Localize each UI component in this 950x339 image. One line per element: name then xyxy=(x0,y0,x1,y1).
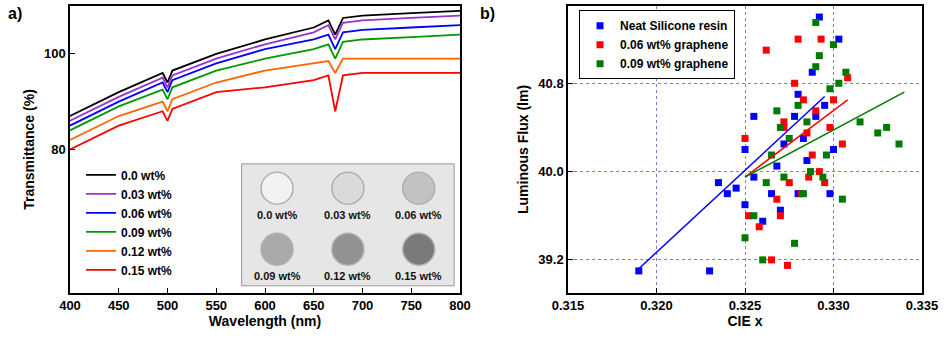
svg-text:0.12 wt%: 0.12 wt% xyxy=(324,270,371,282)
svg-text:39.2: 39.2 xyxy=(538,252,563,267)
svg-text:0.03 wt%: 0.03 wt% xyxy=(121,188,172,202)
svg-text:Transmittance (%): Transmittance (%) xyxy=(21,89,37,210)
svg-text:750: 750 xyxy=(400,298,422,313)
svg-text:0.06 wt%: 0.06 wt% xyxy=(395,209,442,221)
svg-text:40.8: 40.8 xyxy=(538,76,563,91)
svg-text:550: 550 xyxy=(205,298,227,313)
svg-text:0.0 wt%: 0.0 wt% xyxy=(257,209,298,221)
svg-text:Wavelength (nm): Wavelength (nm) xyxy=(209,313,321,329)
svg-text:400: 400 xyxy=(59,298,81,313)
svg-text:100: 100 xyxy=(44,46,66,61)
svg-text:0.320: 0.320 xyxy=(640,298,673,313)
svg-text:0.15 wt%: 0.15 wt% xyxy=(395,270,442,282)
svg-text:0.315: 0.315 xyxy=(552,298,585,313)
svg-text:0.09 wt%: 0.09 wt% xyxy=(121,226,172,240)
svg-text:0.12 wt%: 0.12 wt% xyxy=(121,245,172,259)
svg-text:800: 800 xyxy=(449,298,471,313)
svg-text:40.0: 40.0 xyxy=(538,164,563,179)
svg-text:0.335: 0.335 xyxy=(906,298,939,313)
svg-text:0.330: 0.330 xyxy=(817,298,850,313)
svg-text:80: 80 xyxy=(51,142,65,157)
svg-text:0.09 wt% graphene: 0.09 wt% graphene xyxy=(620,57,728,71)
svg-text:0.09 wt%: 0.09 wt% xyxy=(254,270,301,282)
svg-text:0.15 wt%: 0.15 wt% xyxy=(121,264,172,278)
svg-text:Luminous Flux (lm): Luminous Flux (lm) xyxy=(515,85,531,214)
svg-text:0.06 wt%: 0.06 wt% xyxy=(121,207,172,221)
svg-text:CIE x: CIE x xyxy=(727,313,762,329)
svg-text:0.06 wt% graphene: 0.06 wt% graphene xyxy=(620,38,728,52)
svg-text:a): a) xyxy=(8,5,22,22)
svg-text:600: 600 xyxy=(254,298,276,313)
svg-text:b): b) xyxy=(480,5,495,22)
svg-text:Neat Silicone resin: Neat Silicone resin xyxy=(620,19,727,33)
svg-text:0.325: 0.325 xyxy=(729,298,762,313)
svg-text:0.0 wt%: 0.0 wt% xyxy=(121,169,165,183)
svg-text:0.03 wt%: 0.03 wt% xyxy=(324,209,371,221)
svg-text:700: 700 xyxy=(352,298,374,313)
svg-text:500: 500 xyxy=(157,298,179,313)
svg-text:650: 650 xyxy=(303,298,325,313)
svg-text:450: 450 xyxy=(108,298,130,313)
